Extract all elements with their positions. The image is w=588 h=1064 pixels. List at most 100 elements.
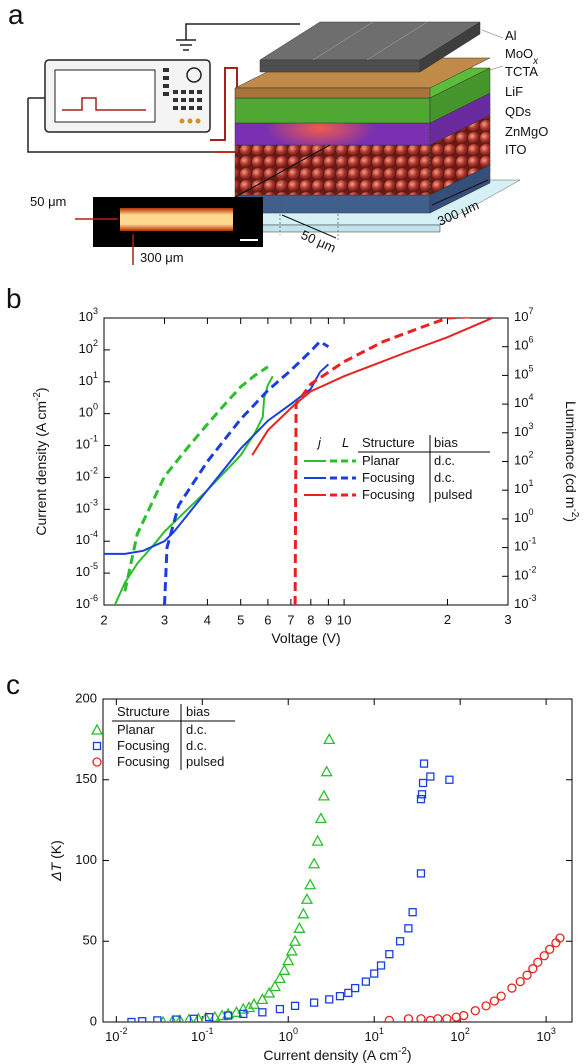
tick-label-exponent: 1 [379, 1026, 384, 1036]
marker [285, 944, 298, 956]
marker [507, 983, 517, 993]
marker [515, 976, 525, 987]
layer-label: LiF [505, 84, 523, 99]
marker [297, 907, 310, 919]
marker [481, 1001, 491, 1011]
legend-label: pulsed [434, 487, 472, 502]
marker [403, 1014, 414, 1022]
tick-label-base: 10 [278, 1029, 292, 1044]
marker [385, 950, 394, 959]
tick-label-base: 10 [514, 596, 528, 611]
legend-label: Focusing [117, 738, 170, 753]
tick-label-base: 10 [514, 453, 528, 468]
marker [273, 972, 287, 984]
marker [528, 964, 538, 974]
layer-tcta [234, 97, 431, 124]
axis-label-part: -2 [569, 508, 580, 517]
marker [184, 1013, 194, 1022]
legend-label: d.c. [186, 738, 207, 753]
y-axis-label: ΔT (K) [48, 840, 64, 882]
tick-label-base: 10 [514, 424, 528, 439]
axis-label-part: ) [33, 387, 49, 392]
marker [304, 878, 317, 890]
marker [350, 983, 360, 993]
tick-label-exponent: -6 [90, 593, 98, 603]
layer-zn [234, 194, 431, 214]
marker [311, 834, 324, 846]
buttons [163, 68, 202, 110]
tick-label: 3 [161, 612, 168, 627]
tick-label: 10-2 [76, 466, 98, 484]
tick-label-base: 10 [514, 568, 528, 583]
dimension-arrow [281, 214, 337, 239]
tick-label: 10-6 [76, 593, 98, 611]
marker [323, 733, 336, 745]
marker [555, 933, 565, 943]
tick-label: 0 [90, 1013, 97, 1028]
marker [92, 757, 102, 767]
marker [256, 993, 269, 1005]
marker [268, 980, 282, 992]
pointer-line [229, 144, 331, 201]
tick-label: 10-2 [514, 565, 536, 583]
tick-label: 10 [337, 612, 351, 627]
tick-label: 150 [75, 771, 97, 786]
legend-header: Structure [362, 435, 415, 450]
tick-label-exponent: -2 [90, 466, 98, 476]
data-line [113, 375, 274, 605]
tick-label: 6 [264, 612, 271, 627]
tick-label-base: 10 [76, 437, 90, 452]
marker [496, 991, 506, 1001]
knob [186, 67, 202, 83]
legend-header: bias [434, 435, 458, 450]
tick-label: 5 [237, 612, 244, 627]
legend-label: d.c. [186, 722, 207, 737]
marker [275, 1004, 285, 1014]
layer-leaders [481, 29, 504, 71]
inset-label: 300 μm [140, 250, 184, 265]
axis-label-part: ΔT [48, 861, 64, 881]
data-line [104, 363, 330, 555]
marker [263, 986, 276, 998]
tick-label: 101 [364, 1026, 383, 1044]
marker [442, 1014, 452, 1022]
marker [417, 790, 427, 799]
marker [309, 998, 319, 1007]
tick-label: 7 [287, 612, 294, 627]
screen-pulse [62, 97, 146, 111]
tick-label-exponent: 3 [551, 1026, 556, 1036]
tick-label-base: 10 [514, 338, 528, 353]
layer-label: QDs [505, 104, 532, 119]
marker [459, 1010, 469, 1021]
ground-wire [185, 23, 300, 40]
x-axis-label: Voltage (V) [271, 630, 340, 646]
tick-label-exponent: -1 [206, 1026, 214, 1036]
legend-header: Structure [117, 704, 170, 719]
marker [293, 921, 306, 933]
tick-label-exponent: 7 [528, 306, 533, 316]
tick-label-exponent: 2 [528, 450, 533, 460]
tick-label: 101 [514, 479, 533, 497]
axis-label-part: ) [563, 517, 579, 522]
axis-label-part: (K) [48, 840, 64, 863]
marker [426, 772, 435, 781]
tick-label-exponent: 5 [528, 364, 533, 374]
tick-label: 102 [450, 1026, 469, 1044]
legend-label: d.c. [434, 453, 455, 468]
tick-label: 10-1 [191, 1026, 213, 1044]
tick-label: 8 [307, 612, 314, 627]
legend-label: Focusing [117, 754, 170, 769]
data-line [251, 318, 493, 456]
marker [222, 1007, 235, 1019]
tick-label-exponent: 0 [528, 507, 533, 517]
tick-label: 9 [325, 612, 332, 627]
tick-label: 100 [75, 852, 97, 867]
tick-label: 10-1 [76, 434, 98, 452]
tick-label-exponent: 2 [93, 338, 98, 348]
tick-label-exponent: 1 [93, 370, 98, 380]
tick-label-base: 10 [536, 1029, 550, 1044]
inset-label: 50 μm [30, 194, 66, 209]
tick-label-base: 10 [79, 341, 93, 356]
marker [545, 944, 555, 954]
